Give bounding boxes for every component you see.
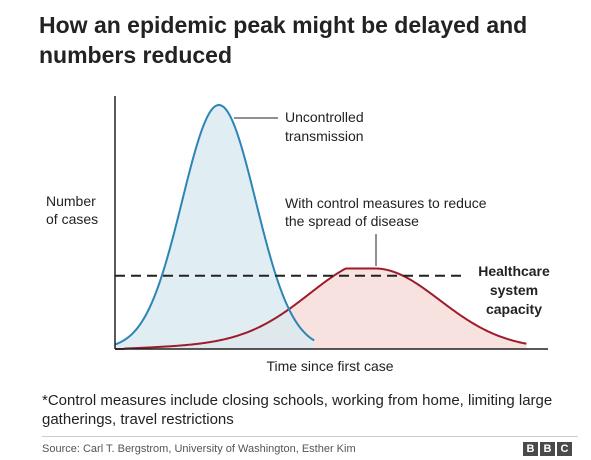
source-credit: Source: Carl T. Bergstrom, University of…	[42, 443, 356, 455]
title-line-1: How an epidemic peak might be delayed an…	[39, 12, 528, 38]
footnote-line-1: *Control measures include closing school…	[42, 392, 553, 409]
controlled-label-line-2: the spread of disease	[285, 213, 419, 229]
uncontrolled-curve-line	[114, 103, 315, 346]
bbc-logo-letter-3: C	[557, 442, 572, 456]
capacity-label-line-1: Healthcare	[478, 263, 550, 279]
capacity-label-line-3: capacity	[486, 301, 542, 317]
page-title: How an epidemic peak might be delayed an…	[39, 10, 579, 70]
uncontrolled-label-line-1: Uncontrolled	[285, 109, 364, 125]
y-axis-label-line-1: Number	[46, 193, 96, 209]
footer-divider	[42, 436, 578, 437]
capacity-label-line-2: system	[490, 282, 538, 298]
footnote: *Control measures include closing school…	[42, 391, 572, 429]
controlled-label-line-1: With control measures to reduce	[285, 195, 487, 211]
bbc-logo: B B C	[523, 442, 572, 456]
controlled-curve-line	[115, 267, 527, 350]
uncontrolled-curve-area	[115, 105, 315, 349]
uncontrolled-label-line-2: transmission	[285, 128, 364, 144]
y-axis-label-line-2: of cases	[46, 211, 98, 227]
title-line-2: numbers reduced	[39, 42, 232, 68]
x-axis-label: Time since first case	[266, 358, 393, 374]
footnote-line-2: gatherings, travel restrictions	[42, 411, 234, 428]
bbc-logo-letter-2: B	[540, 442, 555, 456]
epidemic-curve-chart: Healthcare system capacity Number of cases Ti…	[46, 96, 550, 374]
bbc-logo-letter-1: B	[523, 442, 538, 456]
